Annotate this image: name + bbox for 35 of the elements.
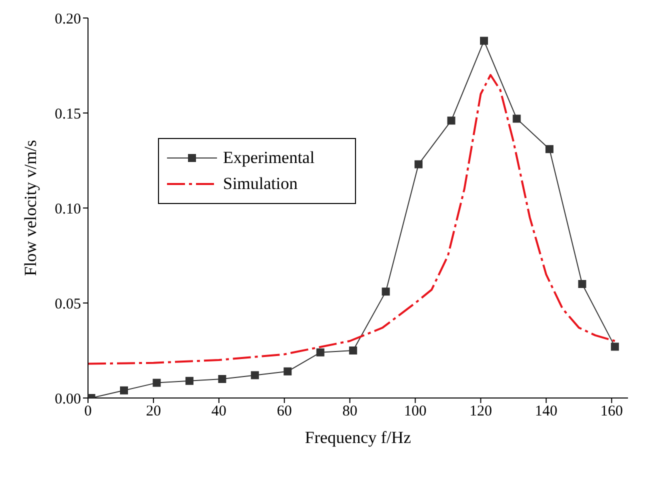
point bbox=[414, 160, 423, 168]
y-tick-label: 0.15 bbox=[54, 106, 81, 122]
line-series bbox=[88, 74, 616, 365]
point bbox=[512, 114, 521, 123]
x-tick-label: 100 bbox=[404, 404, 427, 420]
x-tick-label: 40 bbox=[211, 404, 226, 420]
point bbox=[120, 386, 128, 394]
x-tick-label: 160 bbox=[600, 404, 623, 420]
x-tick-label: 120 bbox=[469, 404, 492, 420]
point bbox=[610, 342, 619, 351]
x-axis-title: Frequency f/Hz bbox=[304, 428, 412, 447]
x-tick-label: 20 bbox=[146, 404, 161, 420]
y-tick-label: 0.20 bbox=[54, 11, 81, 28]
y-axis-title: Flow velocity v/m/s bbox=[21, 140, 40, 276]
legend-label: Experimental bbox=[223, 148, 315, 168]
x-tick-label: 80 bbox=[342, 404, 358, 420]
point bbox=[185, 376, 194, 385]
y-tick-label: 0.10 bbox=[54, 201, 81, 218]
x-tick-label: 60 bbox=[276, 404, 292, 420]
y-tick-label: 0.00 bbox=[54, 391, 81, 408]
x-tick-label: 140 bbox=[534, 404, 558, 420]
point bbox=[382, 288, 390, 296]
point bbox=[152, 378, 161, 387]
point bbox=[218, 375, 226, 383]
point bbox=[480, 36, 488, 45]
legend-label: Simulation bbox=[223, 174, 298, 194]
point bbox=[349, 346, 358, 354]
point bbox=[447, 116, 456, 125]
point bbox=[250, 371, 259, 380]
point bbox=[545, 145, 554, 154]
y-tick-label: 0.05 bbox=[54, 296, 81, 312]
point bbox=[316, 348, 324, 356]
x-tick-label: 0 bbox=[84, 404, 92, 420]
point bbox=[578, 280, 586, 288]
point bbox=[284, 367, 292, 376]
